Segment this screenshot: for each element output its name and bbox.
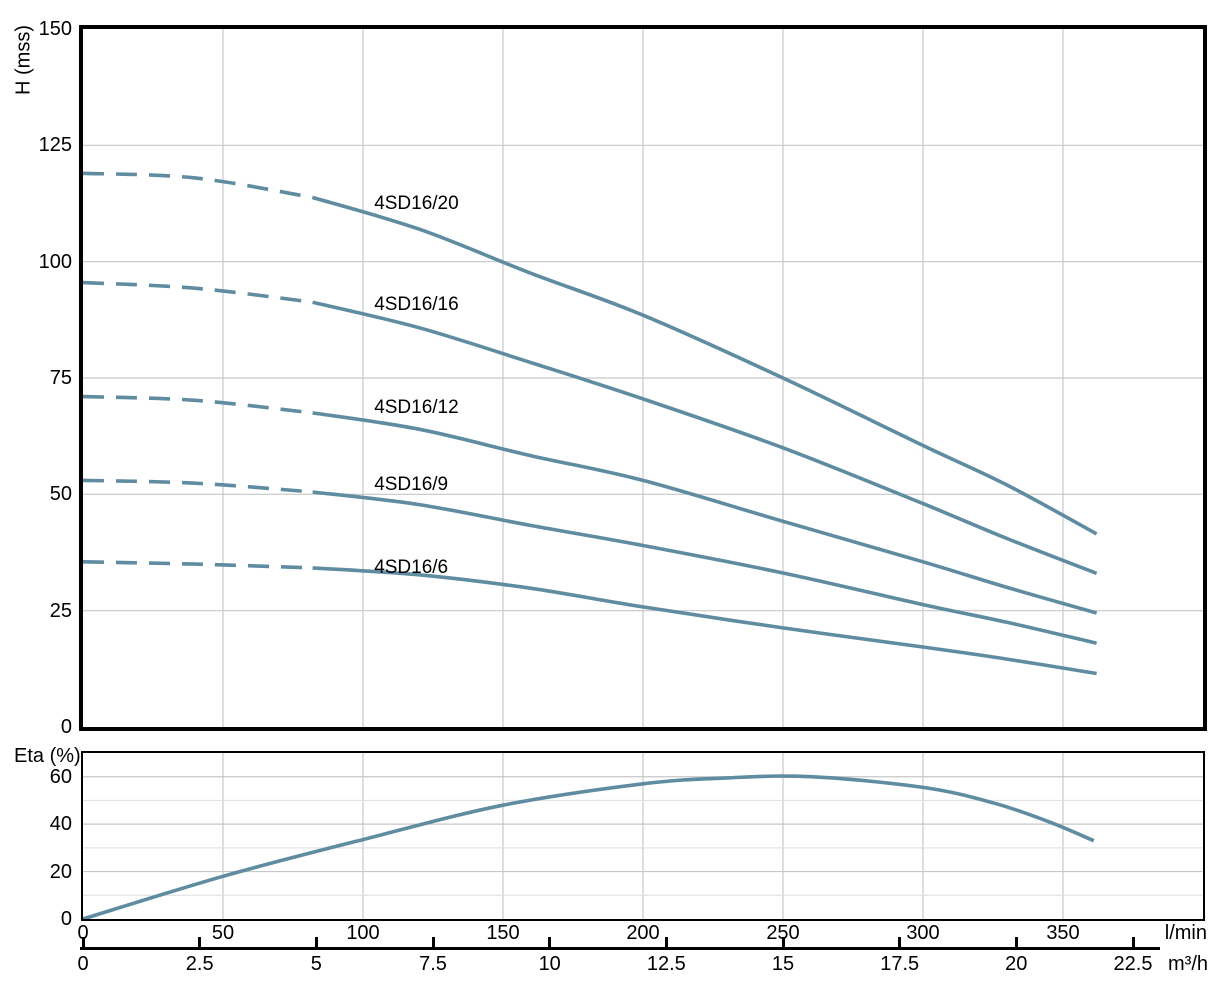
head-plot-area	[83, 29, 1203, 727]
curve-label-4SD16/20: 4SD16/20	[374, 192, 459, 214]
m3h-tick-label: 2.5	[185, 953, 214, 975]
eta-axis-label: Eta (%)	[14, 745, 81, 767]
m3h-tick-label: 15	[771, 953, 795, 975]
head-curve-dashed-4SD16/12	[83, 394, 313, 415]
m3h-axis-line	[80, 947, 1160, 950]
head-curve-dashed-4SD16/20	[83, 171, 313, 200]
curve-label-4SD16/6: 4SD16/6	[374, 556, 449, 578]
m3h-tick-mark	[198, 937, 202, 948]
m3h-tick-mark	[781, 937, 785, 948]
m3h-tick-mark	[664, 937, 668, 948]
m3h-tick-label: 17.5	[880, 953, 920, 975]
head-y-tick-label: 75	[49, 367, 72, 389]
head-plot-frame	[79, 25, 1207, 731]
eta-y-tick-label: 0	[60, 908, 72, 930]
curve-label-4SD16/16: 4SD16/16	[374, 293, 459, 315]
head-curve-dashed-4SD16/16	[83, 280, 313, 304]
eta-y-tick-label: 20	[49, 860, 72, 883]
head-y-tick-label: 50	[49, 483, 72, 506]
lmin-tick-label: 150	[486, 922, 520, 944]
head-curve-4SD16/6	[312, 566, 1097, 676]
head-y-tick-label: 125	[38, 134, 72, 157]
lmin-tick-label: 350	[1046, 922, 1080, 944]
m3h-unit-label: m³/h	[1168, 953, 1208, 975]
lmin-tick-label: 250	[766, 922, 800, 944]
head-curve-4SD16/12	[312, 411, 1098, 615]
head-y-tick-label: 25	[49, 599, 72, 622]
m3h-tick-mark	[898, 937, 902, 948]
m3h-tick-label: 5	[310, 953, 322, 975]
head-curve-dashed-4SD16/9	[83, 478, 313, 494]
m3h-tick-mark	[314, 937, 318, 948]
m3h-tick-mark	[431, 937, 435, 948]
lmin-tick-label: 300	[906, 922, 940, 944]
m3h-tick-label: 12.5	[646, 953, 686, 975]
m3h-tick-mark	[548, 937, 552, 948]
eta-curve	[83, 774, 1095, 919]
head-curve-4SD16/16	[312, 300, 1098, 576]
eta-plot-area	[83, 753, 1203, 919]
m3h-tick-label: 0	[77, 953, 89, 975]
eta-plot-frame	[81, 751, 1205, 921]
head-y-tick-label: 0	[60, 716, 72, 738]
head-curve-4SD16/9	[312, 490, 1098, 645]
m3h-tick-mark	[1014, 937, 1018, 948]
head-y-tick-label: 150	[38, 18, 72, 40]
m3h-tick-label: 10	[538, 953, 561, 975]
m3h-tick-label: 20	[1005, 953, 1028, 975]
m3h-tick-label: 22.5	[1113, 953, 1153, 975]
head-y-tick-label: 100	[38, 250, 72, 273]
curve-label-4SD16/9: 4SD16/9	[374, 474, 449, 496]
m3h-tick-mark	[81, 937, 85, 948]
m3h-tick-mark	[1131, 937, 1135, 948]
head-curve-4SD16/20	[312, 195, 1098, 536]
head-curve-dashed-4SD16/6	[83, 560, 313, 570]
lmin-unit-label: l/min	[1164, 922, 1207, 944]
eta-y-tick-label: 40	[49, 813, 72, 836]
curve-label-4SD16/12: 4SD16/12	[374, 396, 459, 418]
lmin-tick-label: 0	[77, 922, 89, 944]
lmin-tick-label: 100	[346, 922, 380, 944]
m3h-tick-label: 7.5	[419, 953, 447, 975]
eta-y-tick-label: 60	[49, 765, 72, 788]
lmin-tick-label: 50	[211, 922, 235, 944]
lmin-tick-label: 200	[626, 922, 660, 944]
